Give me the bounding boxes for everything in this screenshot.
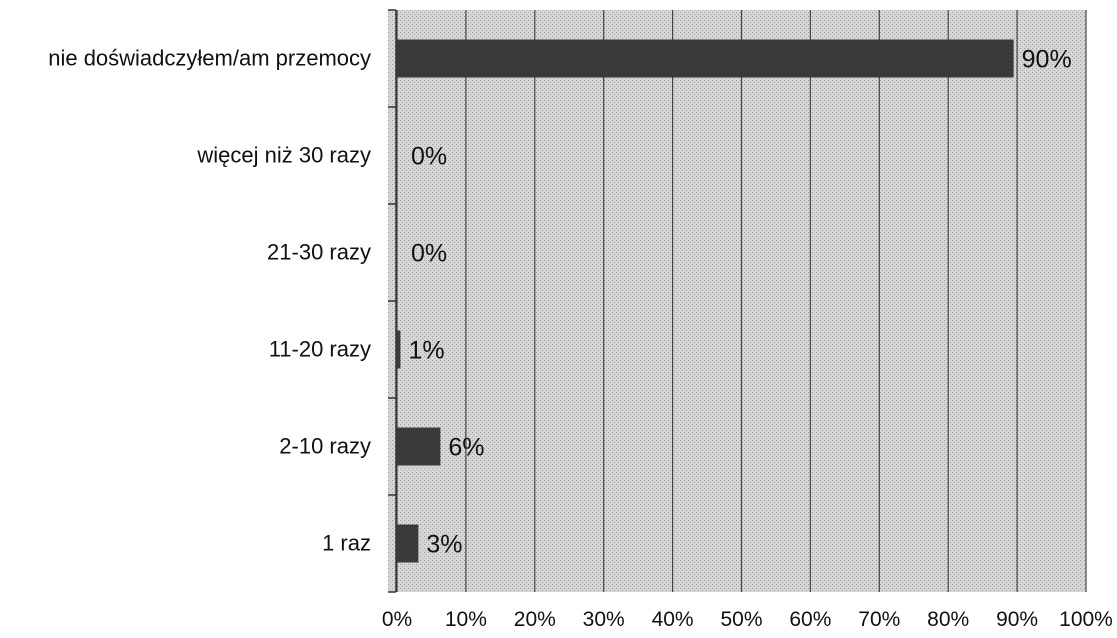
- category-axis: [388, 9, 397, 593]
- x-tick-label: 10%: [445, 608, 487, 631]
- data-labels: 90% 0% 0% 1% 6% 3%: [408, 46, 1071, 559]
- plot-area: [388, 10, 1086, 592]
- x-tick-labels: 0% 10% 20% 30% 40% 50% 60% 70% 80% 90% 100%: [382, 608, 1113, 631]
- x-tick-label: 50%: [720, 608, 762, 631]
- bar: [397, 330, 401, 369]
- x-tick-label: 100%: [1059, 608, 1113, 631]
- category-label: więcej niż 30 razy: [196, 143, 371, 168]
- category-label: nie doświadczyłem/am przemocy: [48, 46, 371, 71]
- data-label: 1%: [408, 337, 444, 365]
- x-tick-label: 60%: [789, 608, 831, 631]
- category-labels: nie doświadczyłem/am przemocy więcej niż …: [48, 46, 371, 556]
- x-tick-label: 0%: [382, 608, 412, 631]
- bar: [397, 39, 1014, 78]
- data-label: 90%: [1022, 46, 1072, 74]
- category-label: 1 raz: [322, 531, 371, 556]
- data-label: 0%: [411, 143, 447, 171]
- bars: [397, 39, 1014, 563]
- x-tick-label: 90%: [996, 608, 1038, 631]
- x-tick-label: 20%: [514, 608, 556, 631]
- x-tick-label: 80%: [927, 608, 969, 631]
- data-label: 3%: [426, 531, 462, 559]
- x-tick-label: 30%: [583, 608, 625, 631]
- x-tick-label: 40%: [652, 608, 694, 631]
- bar: [397, 524, 419, 563]
- data-label: 6%: [448, 434, 484, 462]
- bar: [397, 427, 441, 466]
- gridlines: [396, 10, 1087, 592]
- category-label: 11-20 razy: [269, 337, 371, 362]
- category-label: 2-10 razy: [279, 434, 371, 459]
- category-label: 21-30 razy: [267, 240, 371, 265]
- data-label: 0%: [411, 240, 447, 268]
- x-tick-label: 70%: [858, 608, 900, 631]
